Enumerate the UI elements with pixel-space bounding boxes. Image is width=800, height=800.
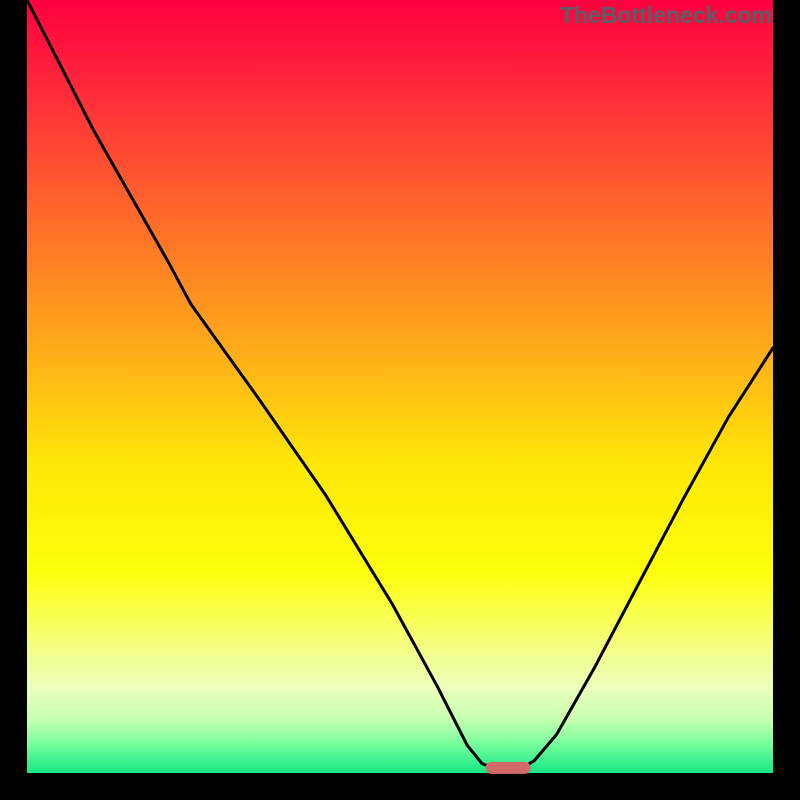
curve-line (27, 0, 773, 768)
bottleneck-curve (27, 0, 773, 773)
plot-area: TheBottleneck.com (27, 0, 773, 773)
dip-marker (486, 761, 531, 773)
chart-canvas: TheBottleneck.com (0, 0, 800, 800)
watermark-text: TheBottleneck.com (560, 2, 772, 29)
